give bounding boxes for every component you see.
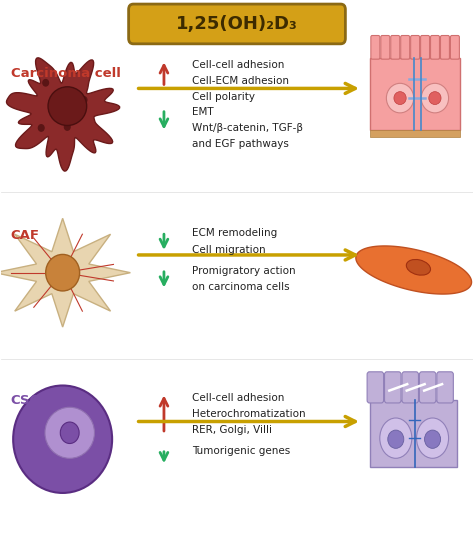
FancyBboxPatch shape — [401, 36, 410, 59]
FancyBboxPatch shape — [402, 372, 419, 403]
FancyBboxPatch shape — [450, 36, 459, 59]
Ellipse shape — [48, 87, 87, 125]
Circle shape — [60, 422, 79, 443]
Bar — [370, 400, 457, 468]
Circle shape — [43, 79, 48, 86]
Ellipse shape — [421, 83, 448, 113]
Text: Cell migration: Cell migration — [192, 245, 266, 254]
Text: RER, Golgi, Villi: RER, Golgi, Villi — [192, 425, 272, 435]
Polygon shape — [356, 246, 472, 294]
Ellipse shape — [46, 254, 80, 291]
Text: on carcinoma cells: on carcinoma cells — [192, 282, 290, 292]
Text: ECM remodeling: ECM remodeling — [192, 228, 277, 239]
FancyBboxPatch shape — [440, 36, 449, 59]
FancyBboxPatch shape — [410, 36, 419, 59]
Ellipse shape — [388, 430, 404, 448]
Ellipse shape — [380, 418, 412, 458]
Ellipse shape — [394, 92, 406, 105]
FancyBboxPatch shape — [419, 372, 436, 403]
Ellipse shape — [45, 407, 94, 458]
Text: Promigratory action: Promigratory action — [192, 266, 296, 276]
Ellipse shape — [425, 430, 440, 448]
Text: Wnt/β-catenin, TGF-β: Wnt/β-catenin, TGF-β — [192, 123, 303, 133]
Ellipse shape — [417, 418, 448, 458]
Circle shape — [64, 124, 70, 130]
Text: Heterochromatization: Heterochromatization — [192, 409, 306, 419]
Ellipse shape — [406, 259, 430, 275]
Circle shape — [81, 97, 87, 103]
Text: Cell-ECM adhesion: Cell-ECM adhesion — [192, 76, 289, 86]
Text: Cell-cell adhesion: Cell-cell adhesion — [192, 60, 284, 70]
Text: 1,25(OH)₂D₃: 1,25(OH)₂D₃ — [176, 15, 298, 33]
Ellipse shape — [429, 92, 441, 105]
FancyBboxPatch shape — [430, 36, 439, 59]
Text: CAF: CAF — [11, 228, 40, 241]
Ellipse shape — [13, 386, 112, 493]
FancyBboxPatch shape — [391, 36, 400, 59]
FancyBboxPatch shape — [381, 36, 390, 59]
FancyBboxPatch shape — [128, 4, 346, 44]
Text: CSC: CSC — [11, 394, 40, 407]
Text: Carcinoma cell: Carcinoma cell — [11, 68, 121, 80]
Text: Cell polarity: Cell polarity — [192, 92, 255, 102]
Bar — [370, 130, 460, 137]
FancyBboxPatch shape — [384, 372, 401, 403]
Text: Tumorigenic genes: Tumorigenic genes — [192, 446, 291, 456]
FancyBboxPatch shape — [420, 36, 429, 59]
Ellipse shape — [386, 83, 414, 113]
Text: and EGF pathways: and EGF pathways — [192, 139, 289, 148]
Text: Cell-cell adhesion: Cell-cell adhesion — [192, 393, 284, 403]
Polygon shape — [0, 218, 130, 327]
FancyBboxPatch shape — [367, 372, 383, 403]
Text: EMT: EMT — [192, 106, 214, 117]
Bar — [370, 58, 460, 130]
Circle shape — [38, 125, 44, 131]
FancyBboxPatch shape — [371, 36, 380, 59]
FancyBboxPatch shape — [437, 372, 453, 403]
Polygon shape — [7, 58, 119, 171]
